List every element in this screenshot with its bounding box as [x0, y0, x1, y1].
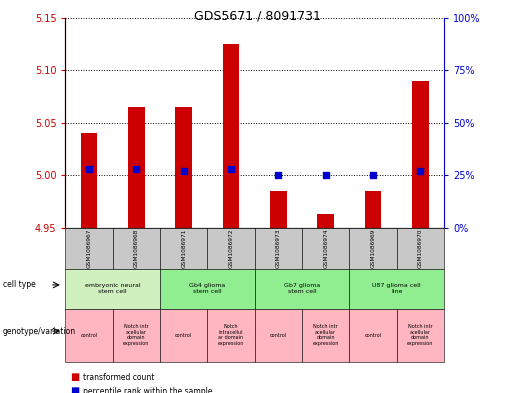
- Bar: [270, 191, 287, 228]
- Text: Notch intr
acellular
domain
expression: Notch intr acellular domain expression: [313, 324, 339, 346]
- Text: control: control: [270, 332, 287, 338]
- Text: cell type: cell type: [3, 281, 36, 289]
- Point: [274, 172, 282, 178]
- Text: Notch
intracellul
ar domain
expression: Notch intracellul ar domain expression: [218, 324, 244, 346]
- Text: GSM1086970: GSM1086970: [418, 229, 423, 268]
- Text: U87 glioma cell
line: U87 glioma cell line: [372, 283, 421, 294]
- Text: ■: ■: [71, 372, 80, 382]
- Text: control: control: [80, 332, 98, 338]
- Bar: [412, 81, 428, 228]
- Text: Notch intr
acellular
domain
expression: Notch intr acellular domain expression: [407, 324, 434, 346]
- Text: Gb7 glioma
stem cell: Gb7 glioma stem cell: [284, 283, 320, 294]
- Text: GSM1086969: GSM1086969: [370, 229, 375, 268]
- Bar: [365, 191, 381, 228]
- Point: [132, 166, 141, 172]
- Point: [227, 166, 235, 172]
- Point: [180, 168, 188, 174]
- Point: [321, 172, 330, 178]
- Text: control: control: [175, 332, 192, 338]
- Text: GSM1086967: GSM1086967: [87, 229, 92, 268]
- Text: GDS5671 / 8091731: GDS5671 / 8091731: [194, 10, 321, 23]
- Text: embryonic neural
stem cell: embryonic neural stem cell: [85, 283, 141, 294]
- Bar: [128, 107, 145, 228]
- Bar: [176, 107, 192, 228]
- Bar: [317, 214, 334, 228]
- Text: control: control: [365, 332, 382, 338]
- Point: [369, 172, 377, 178]
- Text: GSM1086974: GSM1086974: [323, 229, 328, 268]
- Bar: [222, 44, 239, 228]
- Text: transformed count: transformed count: [83, 373, 155, 382]
- Text: GSM1086968: GSM1086968: [134, 229, 139, 268]
- Text: percentile rank within the sample: percentile rank within the sample: [83, 387, 213, 393]
- Text: GSM1086972: GSM1086972: [229, 229, 233, 268]
- Text: GSM1086973: GSM1086973: [276, 229, 281, 268]
- Point: [85, 166, 93, 172]
- Text: Notch intr
acellular
domain
expression: Notch intr acellular domain expression: [123, 324, 149, 346]
- Text: ■: ■: [71, 386, 80, 393]
- Bar: [81, 133, 97, 228]
- Text: genotype/variation: genotype/variation: [3, 327, 76, 336]
- Point: [416, 168, 424, 174]
- Text: GSM1086971: GSM1086971: [181, 229, 186, 268]
- Text: Gb4 glioma
stem cell: Gb4 glioma stem cell: [189, 283, 226, 294]
